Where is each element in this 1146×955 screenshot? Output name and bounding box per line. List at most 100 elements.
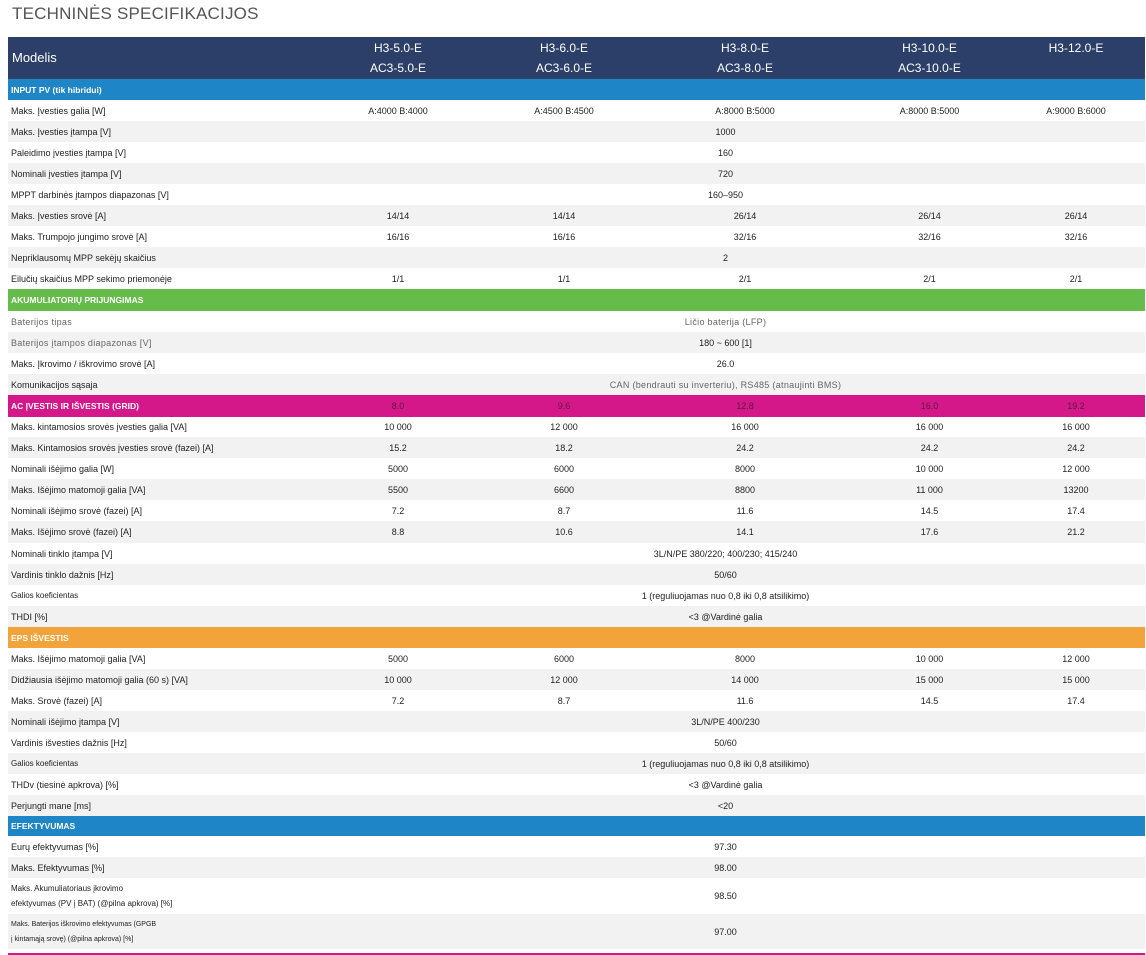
- cell-value: 8000: [734, 653, 756, 664]
- row-label: Maks. Išėjimo matomoji galia [VA]: [11, 653, 146, 664]
- cell-value: 11.6: [736, 505, 754, 516]
- row-label: Baterijos tipas: [11, 316, 73, 327]
- row-label: Nominali išėjimo galia [W]: [11, 463, 115, 474]
- cell-value: 97.00: [714, 926, 737, 937]
- row-label: Maks. Srovė (fazei) [A]: [11, 695, 103, 706]
- section-header-pv: INPUT PV (tik hibridui): [8, 79, 1145, 100]
- bottom-divider: [8, 953, 1145, 955]
- cell-value: 21.2: [1067, 527, 1085, 537]
- table-header-row: Modelis H3-5.0-E AC3-5.0-E H3-6.0-E AC3-6.…: [8, 37, 1145, 79]
- row-label: Maks. Išėjimo matomoji galia [VA]: [11, 484, 146, 495]
- model-col-5: H3-12.0-E: [1007, 37, 1145, 79]
- table-row: MPPT darbinės įtampos diapazonas [V] 160–…: [8, 184, 1145, 205]
- table-row: Komunikacijos sąsaja CAN (bendrauti su in…: [8, 374, 1145, 395]
- cell-value: 26/14: [733, 210, 757, 221]
- cell-value: 50/60: [714, 569, 737, 580]
- section-title: AC ĮVESTIS IR IŠVESTIS (GRID): [11, 401, 139, 411]
- cell-value: 8800: [734, 484, 756, 495]
- cell-value: 14 000: [731, 674, 759, 685]
- cell-value: 17.6: [920, 527, 939, 537]
- row-label: Baterijos įtampos diapazonas [V]: [11, 337, 152, 348]
- section-value: 8.0: [391, 401, 405, 411]
- table-row: Nominali įvesties įtampa [V] 720: [8, 163, 1145, 184]
- table-row: Maks. Įvesties įtampa [V] 1000: [8, 121, 1145, 142]
- row-label: Komunikacijos sąsaja: [11, 379, 98, 390]
- cell-value: 98.00: [714, 862, 737, 873]
- model-alt-name: AC3-5.0-E: [369, 61, 427, 75]
- row-label: Maks. Išėjimo srovė (fazei) [A]: [11, 527, 132, 537]
- model-name: H3-8.0-E: [720, 41, 770, 55]
- row-label: Galios koeficientas: [11, 759, 79, 768]
- row-label: Nominali tinklo įtampa [V]: [11, 548, 113, 559]
- table-row: Baterijos tipas Ličio baterija (LFP): [8, 311, 1145, 332]
- row-label: Didžiausia išėjimo matomoji galia (60 s)…: [11, 674, 188, 685]
- row-label: THDv (tiesinė apkrova) [%]: [11, 779, 119, 790]
- cell-value: 1000: [715, 126, 736, 137]
- table-row: Maks. Įkrovimo / iškrovimo srovė [A] 26.0: [8, 353, 1145, 374]
- section-header-ac: AC ĮVESTIS IR IŠVESTIS (GRID) 8.0 9.6 12.8 1…: [8, 395, 1145, 417]
- section-header-battery: AKUMULIATORIŲ PRIJUNGIMAS: [8, 289, 1145, 311]
- table-row: Nominali tinklo įtampa [V] 3L/N/PE 380/22…: [8, 543, 1145, 564]
- row-label: Maks. Trumpojo jungimo srovė [A]: [11, 231, 148, 242]
- page-title: TECHNINĖS SPECIFIKACIJOS: [12, 4, 259, 23]
- model-header-label: Modelis: [12, 50, 57, 65]
- cell-value: <20: [717, 800, 734, 811]
- table-row: Nominali išėjimo įtampa [V] 3L/N/PE 400/2…: [8, 711, 1145, 732]
- cell-value: 50/60: [714, 737, 737, 748]
- row-label-line: efektyvumas (PV į BAT) (@pilna apkrova) …: [11, 899, 173, 908]
- row-label: Maks. kintamosios srovės įvesties galia …: [11, 422, 187, 432]
- row-label: MPPT darbinės įtampos diapazonas [V]: [11, 189, 169, 200]
- model-name: H3-6.0-E: [539, 41, 589, 55]
- cell-value: 180 ~ 600 [1]: [699, 337, 752, 348]
- row-label: Maks. Įvesties galia [W]: [11, 105, 106, 116]
- section-title: AKUMULIATORIŲ PRIJUNGIMAS: [11, 295, 144, 305]
- cell-value: 8.8: [391, 527, 405, 537]
- row-label: Eilučių skaičius MPP sekimo priemonėje: [11, 273, 172, 284]
- cell-value: 10 000: [384, 422, 412, 432]
- cell-value: 7.2: [391, 695, 405, 706]
- cell-value: 1 (reguliuojamas nuo 0,8 iki 0,8 atsilik…: [641, 758, 810, 769]
- cell-value: 14.5: [920, 505, 939, 516]
- section-header-eps: EPS IŠVESTIS: [8, 627, 1145, 648]
- cell-value: 16 000: [915, 422, 944, 432]
- cell-value: 12 000: [550, 422, 578, 432]
- table-row: Maks. Akumuliatoriaus įkrovimo efektyvuma…: [8, 878, 1145, 914]
- cell-value: 2/1: [1069, 273, 1083, 284]
- cell-value: <3 @Vardinė galia: [688, 779, 763, 790]
- model-col-3: H3-8.0-E AC3-8.0-E: [638, 37, 852, 79]
- cell-value: A:8000 B:5000: [715, 105, 775, 116]
- cell-value: 6000: [553, 653, 575, 664]
- cell-value: 98.50: [714, 891, 737, 901]
- table-row: Maks. Baterijos iškrovimo efektyvumas (G…: [8, 914, 1145, 949]
- model-alt-name: AC3-10.0-E: [898, 61, 961, 75]
- row-label: Vardinis išvesties dažnis [Hz]: [11, 737, 127, 748]
- cell-value: 1 (reguliuojamas nuo 0,8 iki 0,8 atsilik…: [641, 590, 810, 601]
- cell-value: 12 000: [1062, 653, 1090, 664]
- cell-value: 2/1: [923, 273, 936, 284]
- cell-value: 6600: [553, 484, 575, 495]
- cell-value: 10 000: [915, 653, 944, 664]
- model-col-2: H3-6.0-E AC3-6.0-E: [490, 37, 638, 79]
- cell-value: 26.0: [716, 358, 735, 369]
- row-label: Maks. Kintamosios srovės įvesties srovė …: [11, 442, 214, 453]
- cell-value: 2: [722, 252, 728, 263]
- cell-value: 16 000: [731, 422, 759, 432]
- row-label-line: Maks. Akumuliatoriaus įkrovimo: [11, 884, 124, 893]
- model-alt-name: AC3-6.0-E: [535, 61, 593, 75]
- table-row: Eurų efektyvumas [%] 97.30: [8, 836, 1145, 857]
- cell-value: 160–950: [707, 189, 744, 200]
- row-label: Nepriklausomų MPP sekėjų skaičius: [11, 252, 156, 263]
- cell-value: 14/14: [386, 210, 410, 221]
- cell-value: <3 @Vardinė galia: [688, 611, 763, 622]
- cell-value: A:4500 B:4500: [534, 105, 594, 116]
- cell-value: 11.6: [736, 695, 754, 706]
- cell-value: 14.1: [736, 527, 754, 537]
- model-name: H3-12.0-E: [1048, 41, 1104, 55]
- table-row: Maks. Išėjimo matomoji galia [VA] 5500 660…: [8, 479, 1145, 500]
- table-row: THDI [%] <3 @Vardinė galia: [8, 606, 1145, 627]
- row-label: Maks. Įvesties įtampa [V]: [11, 126, 112, 137]
- row-label: Nominali išėjimo įtampa [V]: [11, 716, 120, 727]
- cell-value: 13200: [1063, 484, 1089, 495]
- table-row: Maks. Įvesties galia [W] A:4000 B:4000 A:4…: [8, 100, 1145, 121]
- cell-value: 32/16: [1064, 231, 1088, 242]
